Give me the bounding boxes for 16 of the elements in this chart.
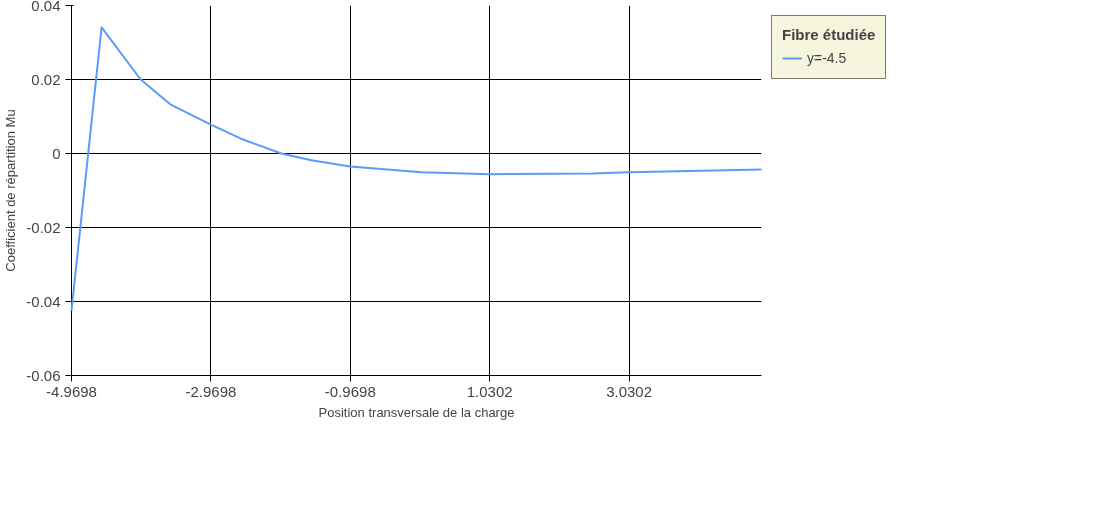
legend-label: y=-4.5 [807,50,847,66]
y-tick-label: -0.06 [26,366,61,384]
y-axis-title: Coefficient de répartition Mu [3,109,19,272]
x-tick-label: -0.9698 [324,382,376,400]
y-tick-label: 0 [52,144,61,162]
y-tick-label: 0.02 [31,70,61,88]
x-tick-label: 3.0302 [606,382,653,400]
x-axis-title: Position transversale de la charge [318,404,515,420]
x-tick-label: -2.9698 [185,382,237,400]
y-tick-label: -0.02 [26,218,61,236]
y-tick-label: 0.04 [31,0,61,14]
x-tick-label: -4.9698 [46,382,97,400]
y-tick-label: -0.04 [26,292,61,310]
x-tick-label: 1.0302 [466,382,513,400]
legend-title: Fibre étudiée [782,26,876,43]
line-series [70,26,763,312]
